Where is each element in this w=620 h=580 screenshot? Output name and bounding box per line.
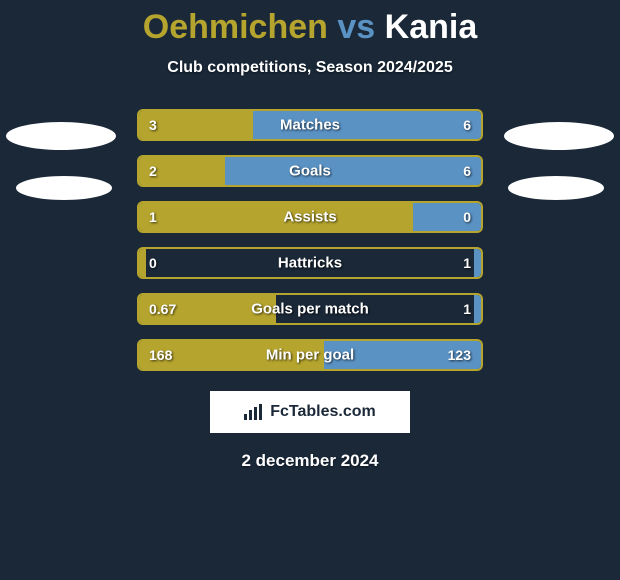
stat-row: 3 Matches 6 bbox=[137, 109, 483, 141]
stat-row: 1 Assists 0 bbox=[137, 201, 483, 233]
stat-value-right: 123 bbox=[448, 347, 471, 363]
player1-name: Oehmichen bbox=[143, 8, 328, 46]
stat-value-right: 6 bbox=[463, 163, 471, 179]
stat-value-right: 0 bbox=[463, 209, 471, 225]
player2-avatar-placeholder-2 bbox=[508, 176, 604, 200]
stat-label: Assists bbox=[139, 209, 481, 226]
brand-text: FcTables.com bbox=[270, 403, 376, 421]
stat-value-right: 1 bbox=[463, 301, 471, 317]
player2-name: Kania bbox=[385, 8, 478, 46]
stats-container: 3 Matches 6 2 Goals 6 1 Assists 0 0 Hatt… bbox=[137, 109, 483, 371]
comparison-title: Oehmichen vs Kania bbox=[0, 8, 620, 47]
stat-label: Min per goal bbox=[139, 347, 481, 364]
stat-label: Goals bbox=[139, 163, 481, 180]
footer-date: 2 december 2024 bbox=[0, 451, 620, 471]
stat-row: 168 Min per goal 123 bbox=[137, 339, 483, 371]
player1-avatar-placeholder bbox=[6, 122, 116, 150]
stat-row: 2 Goals 6 bbox=[137, 155, 483, 187]
chart-icon bbox=[244, 404, 264, 420]
brand-badge: FcTables.com bbox=[210, 391, 410, 433]
stat-value-right: 1 bbox=[463, 255, 471, 271]
player1-avatar-placeholder-2 bbox=[16, 176, 112, 200]
player2-avatar-placeholder bbox=[504, 122, 614, 150]
stat-row: 0 Hattricks 1 bbox=[137, 247, 483, 279]
stat-label: Hattricks bbox=[139, 255, 481, 272]
stat-row: 0.67 Goals per match 1 bbox=[137, 293, 483, 325]
vs-text: vs bbox=[337, 8, 375, 46]
subtitle: Club competitions, Season 2024/2025 bbox=[0, 59, 620, 77]
stat-value-right: 6 bbox=[463, 117, 471, 133]
stat-label: Goals per match bbox=[139, 301, 481, 318]
stat-label: Matches bbox=[139, 117, 481, 134]
